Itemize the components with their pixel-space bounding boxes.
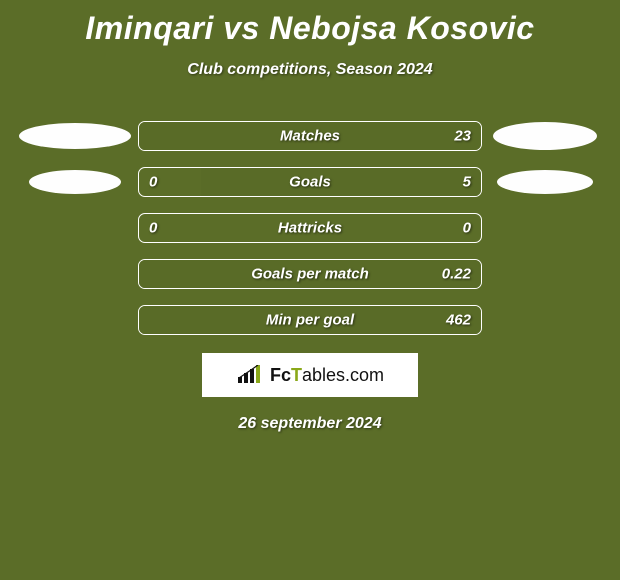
left-ellipse-holder	[12, 123, 138, 149]
value-left: 0	[149, 174, 157, 191]
stat-label: Goals	[289, 174, 331, 191]
stat-bar: Goals per match 0.22	[138, 259, 482, 289]
logo-text-rest: ables.com	[302, 365, 384, 386]
right-ellipse-holder	[482, 170, 608, 194]
stat-bar: 0 Hattricks 0	[138, 213, 482, 243]
stat-label: Goals per match	[251, 266, 369, 283]
stat-row: Goals per match 0.22	[0, 259, 620, 289]
stat-label: Matches	[280, 128, 340, 145]
logo-content: Fc T ables.com	[236, 365, 384, 386]
left-ellipse-holder	[12, 170, 138, 194]
stat-row: Matches 23	[0, 121, 620, 151]
stat-row: Min per goal 462	[0, 305, 620, 335]
stat-bar: Min per goal 462	[138, 305, 482, 335]
bars-icon	[236, 365, 264, 385]
value-right: 0	[463, 220, 471, 237]
value-right: 23	[454, 128, 471, 145]
subtitle: Club competitions, Season 2024	[0, 61, 620, 79]
value-left: 0	[149, 220, 157, 237]
value-right: 5	[463, 174, 471, 191]
player-right-ellipse	[493, 122, 597, 150]
stat-label: Min per goal	[266, 312, 354, 329]
stat-label: Hattricks	[278, 220, 342, 237]
player-right-ellipse	[497, 170, 593, 194]
stat-bar: 0 Goals 5	[138, 167, 482, 197]
player-left-ellipse	[19, 123, 131, 149]
fctables-logo[interactable]: Fc T ables.com	[202, 353, 418, 397]
stat-rows: Matches 23 0 Goals 5 0 Hattricks 0 Goals per mat…	[0, 121, 620, 335]
stat-row: 0 Hattricks 0	[0, 213, 620, 243]
stat-bar: Matches 23	[138, 121, 482, 151]
player-left-ellipse	[29, 170, 121, 194]
stat-row: 0 Goals 5	[0, 167, 620, 197]
right-ellipse-holder	[482, 122, 608, 150]
bar-fill	[201, 168, 481, 196]
logo-text-t: T	[291, 365, 302, 386]
page-title: Iminqari vs Nebojsa Kosovic	[0, 0, 620, 47]
logo-text-fc: Fc	[270, 365, 291, 386]
value-right: 462	[446, 312, 471, 329]
comparison-card: Iminqari vs Nebojsa Kosovic Club competi…	[0, 0, 620, 580]
date-label: 26 september 2024	[0, 415, 620, 433]
value-right: 0.22	[442, 266, 471, 283]
